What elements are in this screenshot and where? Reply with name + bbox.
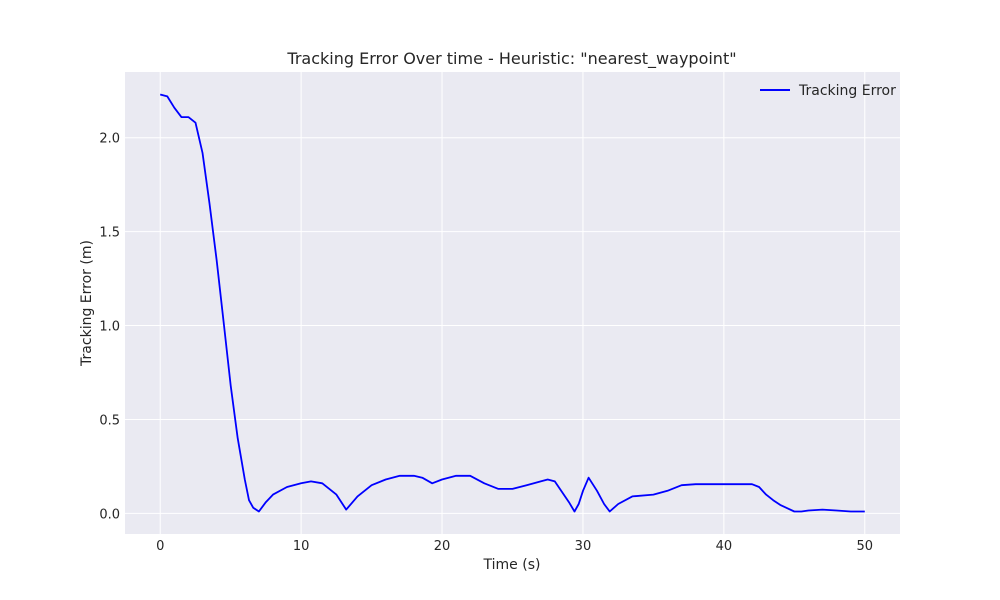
x-axis-label: Time (s) (483, 557, 541, 573)
y-tick-label: 0.5 (99, 413, 120, 428)
series-layer (159, 93, 865, 513)
y-axis-label: Tracking Error (m) (79, 240, 95, 367)
plot-area (125, 72, 900, 534)
y-tick-label: 1.0 (99, 320, 120, 335)
series-line-tracking-error (159, 93, 865, 513)
grid (125, 72, 900, 534)
tick-labels: 0 10 20 30 40 50 0.0 0.5 1.0 1.5 2.0 (99, 132, 873, 554)
chart-title: Tracking Error Over time - Heuristic: "n… (286, 49, 736, 69)
y-tick-label: 2.0 (99, 132, 120, 147)
y-tick-label: 0.0 (99, 507, 120, 522)
x-tick-label: 10 (293, 539, 310, 554)
x-tick-label: 30 (575, 539, 592, 554)
y-tick-label: 1.5 (99, 226, 120, 241)
x-tick-label: 20 (434, 539, 451, 554)
legend: Tracking Error (760, 83, 896, 99)
x-tick-label: 50 (856, 539, 873, 554)
x-tick-label: 0 (156, 539, 164, 554)
x-tick-label: 40 (716, 539, 733, 554)
legend-label-tracking-error: Tracking Error (798, 83, 896, 99)
